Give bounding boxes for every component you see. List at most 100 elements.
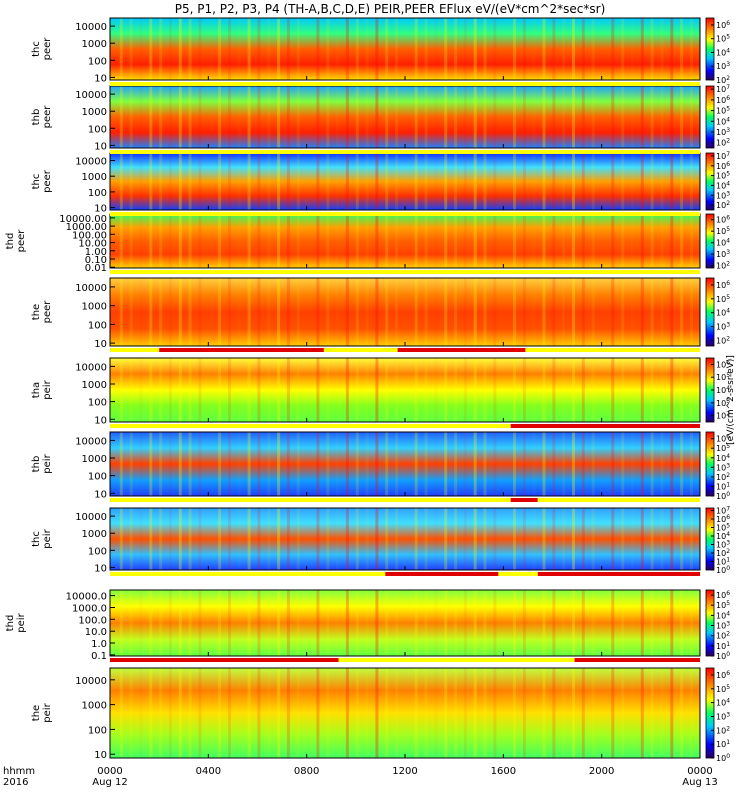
spectrogram-streak bbox=[572, 86, 575, 148]
spectrogram-streak bbox=[562, 508, 566, 570]
colorbar-tick-label: 100 bbox=[716, 651, 730, 661]
y-tick-label: 100 bbox=[88, 124, 107, 135]
spectrogram-streak bbox=[385, 278, 389, 346]
spectrogram-streak bbox=[296, 590, 300, 656]
spectrogram-streak bbox=[522, 18, 526, 80]
spectrogram-streak bbox=[345, 86, 349, 148]
spectrogram-streak bbox=[670, 86, 674, 148]
spectrogram-streak bbox=[444, 432, 448, 496]
mode-bar-segment bbox=[510, 424, 700, 428]
spectrogram-streak bbox=[336, 278, 339, 346]
y-axis-label: peer bbox=[16, 229, 27, 253]
colorbar-tick-label: 103 bbox=[716, 540, 730, 550]
spectrogram-streak bbox=[267, 214, 271, 268]
spectrogram-streak bbox=[591, 668, 595, 758]
panel-tha-peir: 10 100 1000 10000 tha peir 102 103 104 105 106 bbox=[31, 357, 730, 426]
spectrogram-streak bbox=[178, 668, 182, 758]
y-tick-label: 10 bbox=[94, 750, 107, 761]
spectrogram-streak bbox=[572, 153, 575, 210]
spectrogram-streak bbox=[169, 86, 172, 148]
spectrogram-streak bbox=[228, 508, 231, 570]
spectrogram-streak bbox=[670, 153, 674, 210]
spectrogram-streak bbox=[188, 18, 192, 80]
spectrogram-streak bbox=[218, 214, 222, 268]
spectrogram-streak bbox=[690, 432, 693, 496]
spectrogram-streak bbox=[326, 86, 330, 148]
colorbar-tick-label: 104 bbox=[716, 531, 730, 541]
mode-bar bbox=[110, 498, 701, 502]
spectrogram-streak bbox=[572, 278, 575, 346]
colorbar bbox=[705, 213, 715, 269]
spectrogram-streak bbox=[454, 358, 458, 422]
spectrogram-streak bbox=[140, 18, 143, 80]
colorbar-tick-label: 105 bbox=[716, 294, 730, 304]
spectrogram-streak bbox=[670, 432, 674, 496]
spectrogram-streak bbox=[631, 432, 634, 496]
spectrogram-streak bbox=[581, 358, 585, 422]
spectrogram-streak bbox=[149, 668, 153, 758]
spectrogram-streak bbox=[228, 278, 231, 346]
spectrogram-streak bbox=[444, 278, 448, 346]
y-axis-label: peer bbox=[42, 37, 53, 61]
spectrogram-streak bbox=[562, 358, 566, 422]
spectrogram-streak bbox=[228, 432, 231, 496]
y-tick-label: 10000 bbox=[75, 436, 107, 447]
spectrogram-streak bbox=[631, 86, 634, 148]
spectrogram-streak bbox=[562, 590, 566, 656]
y-tick-label: 100.00 bbox=[72, 230, 107, 241]
spectrogram-streak bbox=[296, 278, 300, 346]
y-tick-label: 10 bbox=[94, 415, 107, 426]
spectrogram-streak bbox=[463, 432, 467, 496]
spectrogram-streak bbox=[247, 590, 251, 656]
spectrogram-streak bbox=[395, 214, 399, 268]
y-axis-label: thd bbox=[5, 233, 16, 250]
spectrogram-streak bbox=[149, 153, 153, 210]
spectrogram-streak bbox=[631, 508, 634, 570]
spectrogram-streak bbox=[129, 668, 133, 758]
spectrogram-streak bbox=[277, 358, 281, 422]
spectrogram-streak bbox=[631, 278, 634, 346]
spectrogram-streak bbox=[621, 590, 625, 656]
spectrogram-streak bbox=[670, 278, 674, 346]
spectrogram-streak bbox=[149, 86, 153, 148]
mode-bar bbox=[110, 150, 700, 154]
spectrogram-streak bbox=[552, 278, 556, 346]
spectrogram-streak bbox=[611, 214, 615, 268]
spectrogram-streak bbox=[434, 358, 437, 422]
spectrogram-streak bbox=[631, 590, 634, 656]
spectrogram-streak bbox=[424, 590, 428, 656]
colorbar-tick-label: 101 bbox=[716, 641, 730, 651]
spectrogram-streak bbox=[473, 153, 477, 210]
spectrogram-streak bbox=[454, 668, 458, 758]
spectrogram-streak bbox=[680, 86, 684, 148]
mode-bar-segment bbox=[110, 212, 700, 216]
spectrogram-streak bbox=[690, 668, 693, 758]
spectrogram-streak bbox=[286, 590, 290, 656]
spectrogram-streak bbox=[375, 590, 379, 656]
spectrogram-streak bbox=[286, 86, 290, 148]
spectrogram-streak bbox=[159, 18, 163, 80]
spectrogram-streak bbox=[621, 432, 625, 496]
spectrogram-streak bbox=[119, 18, 123, 80]
mode-bar bbox=[110, 348, 700, 352]
spectrogram-streak bbox=[178, 214, 182, 268]
spectrogram-streak bbox=[454, 590, 458, 656]
spectrogram-streak bbox=[493, 18, 497, 80]
spectrogram-streak bbox=[591, 590, 595, 656]
spectrogram-streak bbox=[247, 668, 251, 758]
spectrogram-streak bbox=[493, 668, 497, 758]
spectrogram-streak bbox=[198, 214, 202, 268]
spectrogram-streak bbox=[473, 18, 477, 80]
y-axis-label: thc bbox=[31, 41, 42, 57]
spectrogram-streak bbox=[345, 590, 349, 656]
spectrogram-streak bbox=[316, 432, 320, 496]
spectrogram-streak bbox=[542, 18, 546, 80]
spectrogram-streak bbox=[375, 278, 379, 346]
spectrogram-streak bbox=[169, 432, 172, 496]
y-tick-label: 10.00 bbox=[78, 239, 107, 250]
spectrogram-streak bbox=[621, 86, 625, 148]
mode-bar-segment bbox=[110, 424, 511, 428]
spectrogram-streak bbox=[375, 432, 379, 496]
spectrogram-streak bbox=[247, 153, 251, 210]
